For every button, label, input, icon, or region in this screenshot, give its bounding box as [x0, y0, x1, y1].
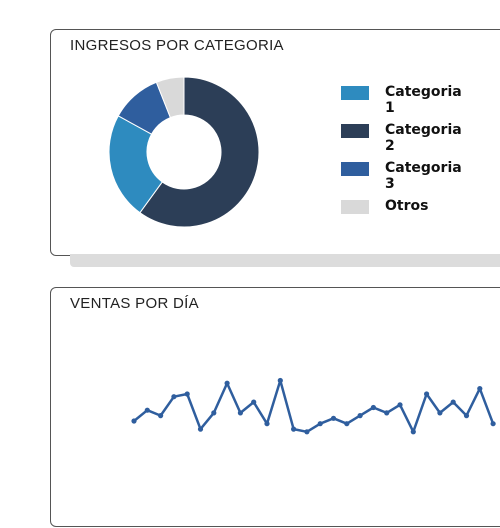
sales-point-6 [197, 426, 204, 432]
legend-swatch [341, 124, 369, 138]
sales-point-21 [397, 402, 403, 408]
sales-point-26 [463, 413, 470, 419]
sales-point-28 [490, 421, 496, 427]
sales-point-1 [131, 418, 137, 424]
legend-swatch [341, 200, 369, 214]
sales-by-day-panel: VENTAS POR DÍA [50, 287, 500, 527]
sales-point-4 [171, 394, 177, 400]
donut-chart [108, 76, 260, 228]
sales-point-12 [277, 377, 283, 384]
sales-point-24 [437, 410, 443, 416]
income-by-category-panel: INGRESOS POR CATEGORIA Categoria 1 Categ… [50, 29, 500, 256]
sales-point-25 [450, 399, 456, 405]
sales-point-2 [144, 407, 150, 413]
donut-slice-categoria-2 [139, 76, 260, 228]
sales-point-27 [477, 386, 483, 392]
sales-point-8 [224, 380, 230, 386]
legend-label: Categoria 1 [385, 84, 462, 116]
legend-label: Categoria 3 [385, 160, 462, 192]
sales-point-18 [357, 413, 363, 419]
sales-point-5 [184, 391, 190, 397]
sales-point-7 [211, 410, 217, 416]
panel-shadow [70, 254, 500, 267]
sales-point-13 [291, 426, 297, 432]
donut-slice-categoria-1 [108, 115, 163, 214]
sales-point-15 [317, 421, 323, 427]
sales-point-19 [370, 404, 376, 411]
sales-chart-title: VENTAS POR DÍA [70, 295, 199, 312]
donut-slice-otros [155, 76, 185, 119]
sales-point-14 [304, 429, 310, 435]
legend-swatch [341, 86, 369, 100]
legend-swatch [341, 162, 369, 176]
sales-point-3 [158, 413, 164, 419]
sales-point-17 [344, 421, 350, 427]
legend-label: Categoria 2 [385, 122, 462, 154]
legend-label: Otros [385, 198, 429, 214]
sales-point-10 [251, 399, 257, 405]
sales-point-16 [330, 415, 337, 421]
sales-point-23 [424, 391, 430, 397]
sales-point-9 [237, 410, 243, 416]
sales-line [133, 379, 495, 434]
income-chart-title: INGRESOS POR CATEGORIA [70, 37, 284, 54]
sales-point-22 [410, 429, 416, 435]
sales-point-20 [384, 410, 390, 416]
sales-point-11 [264, 421, 270, 427]
line-chart [131, 377, 496, 435]
